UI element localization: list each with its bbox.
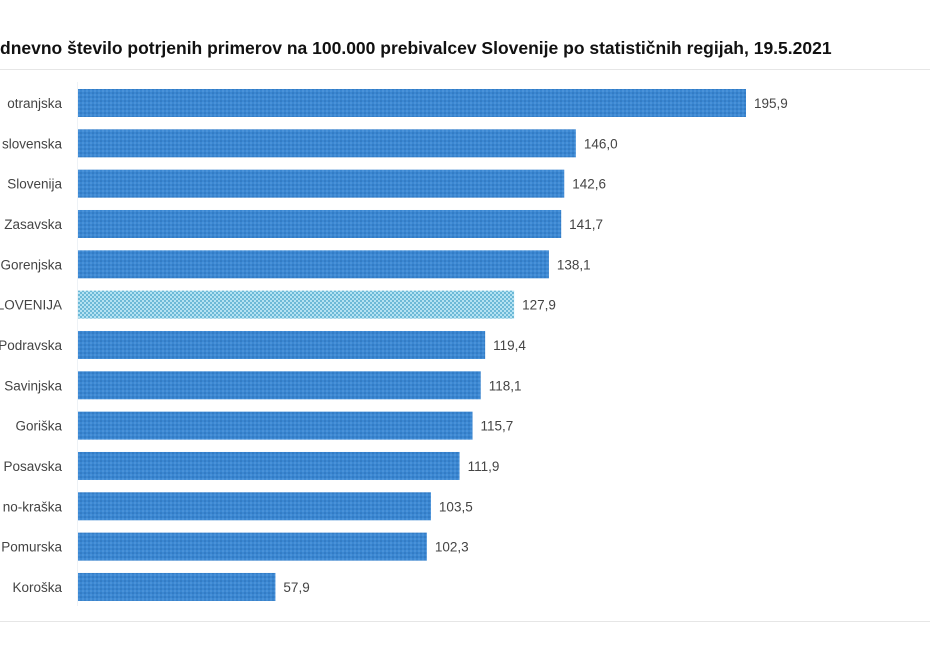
data-label: 141,7 <box>569 217 603 232</box>
category-label: Gorenjska <box>0 257 62 272</box>
category-label: Zasavska <box>4 217 62 232</box>
data-label: 57,9 <box>283 580 309 595</box>
bar <box>78 290 515 319</box>
data-label: 127,9 <box>522 298 556 313</box>
data-label: 102,3 <box>435 540 469 555</box>
data-label: 118,1 <box>489 378 522 393</box>
bar <box>78 532 427 561</box>
bar <box>78 250 549 279</box>
category-label: slovenska <box>2 136 63 151</box>
title-divider <box>0 69 930 70</box>
bar <box>78 89 746 117</box>
category-label: LOVENIJA <box>0 298 62 313</box>
category-label: otranjska <box>7 96 62 111</box>
category-label: Savinjska <box>4 378 62 393</box>
data-label: 103,5 <box>439 499 473 514</box>
bar <box>78 411 473 440</box>
data-label: 195,9 <box>754 96 788 111</box>
category-label: no-kraška <box>3 499 63 514</box>
bar <box>78 371 481 400</box>
chart-title: dnevno število potrjenih primerov na 100… <box>0 38 832 58</box>
category-label: Koroška <box>12 580 62 595</box>
bar <box>78 209 562 238</box>
category-label: Goriška <box>15 419 62 434</box>
bar <box>78 169 565 198</box>
bar <box>78 129 576 158</box>
category-label: Podravska <box>0 338 62 353</box>
category-label: Posavska <box>3 459 62 474</box>
data-label: 119,4 <box>493 338 526 353</box>
bar <box>78 572 276 601</box>
bar <box>78 492 431 521</box>
data-label: 138,1 <box>557 257 591 272</box>
data-label: 115,7 <box>481 419 514 434</box>
bar <box>78 330 486 359</box>
chart-bottom-divider <box>0 621 930 622</box>
category-label: Slovenija <box>7 177 62 192</box>
bar <box>78 451 460 480</box>
data-label: 146,0 <box>584 136 618 151</box>
data-label: 142,6 <box>572 177 606 192</box>
data-label: 111,9 <box>468 459 500 474</box>
category-label: Pomurska <box>1 540 62 555</box>
